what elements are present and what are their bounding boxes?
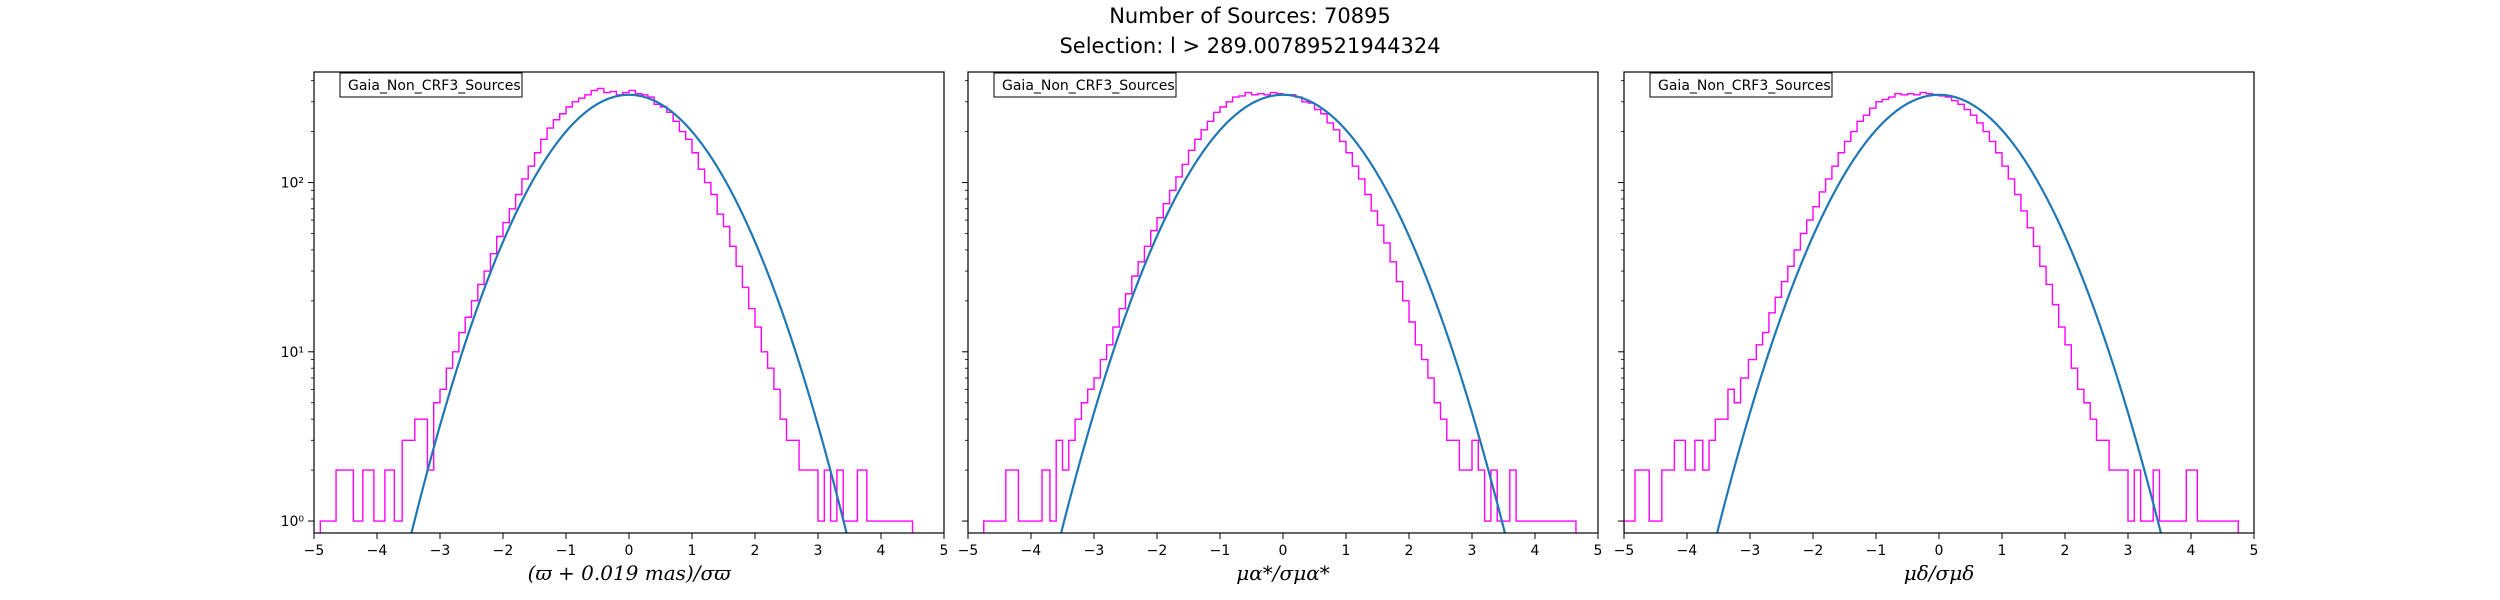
x-tick-label: 5: [1594, 543, 1603, 559]
x-tick-label: 1: [688, 543, 697, 559]
x-axis-label: (ϖ + 0.019 mas)/σϖ: [528, 561, 732, 585]
chart-panel-3: −5 −4 −3 −2 −1 0 1 2 3 4 5 Gaia_Non_CRF3_Sources μδ/…: [1614, 71, 2259, 585]
x-tick-label: 2: [2061, 543, 2070, 559]
x-tick-label: 3: [814, 543, 823, 559]
x-tick-label: 3: [2124, 543, 2133, 559]
x-tick-label: 5: [2250, 543, 2259, 559]
legend-label: Gaia_Non_CRF3_Sources: [348, 78, 521, 94]
x-tick-label: −4: [1021, 543, 1042, 559]
x-tick-label: −2: [493, 543, 514, 559]
x-tick-label: 5: [940, 543, 949, 559]
figure-title-selection: Selection: l > 289.00789521944324: [1059, 34, 1441, 58]
gaussian-fit-line: [410, 93, 848, 533]
legend-label: Gaia_Non_CRF3_Sources: [1002, 78, 1175, 94]
x-tick-label: 0: [625, 543, 634, 559]
x-tick-label: 0: [1279, 543, 1288, 559]
x-tick-label: 4: [1531, 543, 1540, 559]
x-tick-label: −5: [304, 543, 325, 559]
axes-frame: [1623, 71, 2255, 534]
x-tick-label: −3: [1084, 543, 1105, 559]
gaussian-fit-line: [1716, 93, 2162, 533]
x-tick-label: 0: [1935, 543, 1944, 559]
gaussian-fit-line: [1060, 93, 1506, 533]
histogram-series: [1624, 91, 2239, 533]
x-axis-label: μα*/σμα*: [1236, 561, 1329, 585]
legend-box: [993, 72, 1177, 98]
x-tick-label: 2: [751, 543, 760, 559]
x-tick-label: 4: [877, 543, 886, 559]
x-tick-label: 2: [1405, 543, 1414, 559]
x-tick-label: −3: [1740, 543, 1761, 559]
x-tick-label: −4: [1677, 543, 1698, 559]
x-tick-label: 3: [1468, 543, 1477, 559]
x-tick-label: −1: [1866, 543, 1887, 559]
x-tick-label: −5: [1614, 543, 1635, 559]
axes-frame: [313, 71, 945, 534]
figure-title-sources: Number of Sources: 70895: [1109, 4, 1391, 28]
legend-box: [1649, 72, 1833, 98]
x-tick-label: −4: [367, 543, 388, 559]
y-tick-label: 10²: [281, 176, 304, 192]
x-tick-label: −2: [1803, 543, 1824, 559]
x-tick-label: −1: [556, 543, 577, 559]
chart-panel-2: −5 −4 −3 −2 −1 0 1 2 3 4 5 Gaia_Non_CRF3_Sources μα*…: [958, 71, 1603, 585]
x-tick-label: −5: [958, 543, 979, 559]
x-axis-label: μδ/σμδ: [1904, 561, 1974, 585]
histogram-series: [983, 91, 1577, 533]
y-tick-label: 10⁰: [281, 514, 305, 530]
x-tick-label: 4: [2187, 543, 2196, 559]
x-tick-label: −1: [1210, 543, 1231, 559]
y-tick-label: 10¹: [281, 345, 304, 361]
legend-box: [339, 72, 523, 98]
x-tick-label: −2: [1147, 543, 1168, 559]
chart-panel-1: −5 −4 −3 −2 −1 0 1 2 3 4 5 10⁰ 10¹ 10² Gaia_Non_CRF3_S…: [281, 71, 949, 585]
histogram-series: [319, 87, 914, 533]
legend-label: Gaia_Non_CRF3_Sources: [1658, 78, 1831, 94]
x-tick-label: 1: [1998, 543, 2007, 559]
x-tick-label: −3: [430, 543, 451, 559]
x-tick-label: 1: [1342, 543, 1351, 559]
